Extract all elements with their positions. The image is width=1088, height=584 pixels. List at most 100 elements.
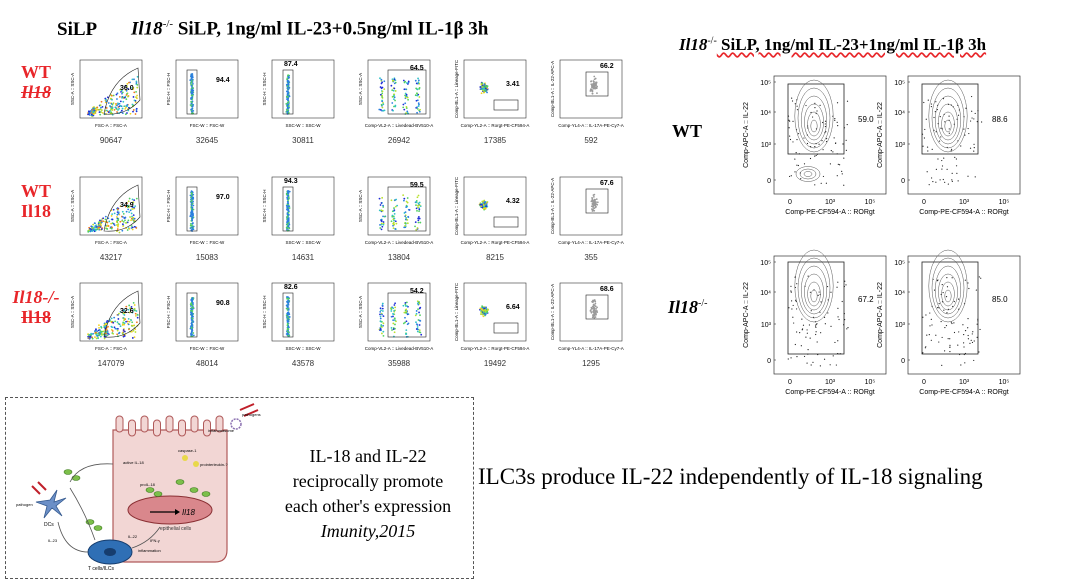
y-axis-label: SSC-H :: SSC-H: [262, 72, 267, 105]
left-title-rest: SiLP, 1ng/ml IL-23+0.5ng/ml IL-1β 3h: [173, 18, 489, 40]
event-count: 13804: [388, 253, 411, 262]
y-axis-label: Comp-APC-A :: IL-22: [743, 282, 750, 348]
y-axis-label: SSC-A :: SSC-A: [358, 73, 363, 105]
y-axis-label: SSC-H :: SSC-H: [262, 189, 267, 222]
y-tick-label: 10⁴: [760, 290, 771, 297]
gate-percentage: 87.4: [284, 61, 298, 68]
diagram-proil18-label: prointerleukin-?: [200, 462, 228, 467]
x-axis-label: Comp-PE-CF594-A :: RORgt: [785, 209, 875, 216]
y-tick-label: 10³: [761, 322, 772, 329]
x-axis-label: Comp-YL2-A :: Rorgt-PE-CF594-A: [461, 240, 530, 245]
gate-percentage: 4.32: [506, 198, 520, 205]
event-count: 30811: [292, 136, 314, 145]
diagram-il22-label: IL-22: [128, 534, 138, 539]
y-tick-label: 10⁵: [894, 80, 905, 87]
y-axis-label: SSC-A :: SSC-A: [358, 190, 363, 222]
x-axis-label: Comp-VL2-A :: Livedead-BV510-A: [365, 240, 434, 245]
y-tick-label: 10³: [895, 142, 906, 149]
gate-percentage: 36.0: [120, 85, 134, 92]
y-axis-label: Comp-APC-A :: IL-22: [743, 102, 750, 168]
x-axis-label: SSC-W :: SSC-W: [286, 346, 322, 351]
event-count: 43578: [292, 359, 315, 368]
event-count: 26942: [388, 136, 411, 145]
row3-label-top: Il18-/-: [12, 287, 60, 307]
gate-percentage: 34.9: [120, 202, 134, 209]
reference-quote: IL-18 and IL-22 reciprocally promote eac…: [268, 444, 468, 544]
x-tick-label: 10³: [959, 379, 970, 386]
x-axis-label: FSC-W :: FSC-W: [190, 346, 225, 351]
y-axis-label: SSC-H :: SSC-H: [262, 295, 267, 328]
diagram-il18-label: Il18: [182, 508, 195, 517]
diagram-inflammasome-label: inflammasome: [208, 428, 235, 433]
row3-label: Il18-/- Il18: [6, 287, 66, 327]
x-axis-label: Comp-YL2-A :: Rorgt-PE-CF594-A: [461, 123, 530, 128]
right-title-rest: SiLP, 1ng/ml IL-23+1ng/ml IL-1β 3h: [716, 35, 987, 54]
row3-label-bottom: Il18: [20, 307, 51, 327]
x-axis-label: Comp-PE-CF594-A :: RORgt: [785, 389, 875, 396]
x-axis-label: Comp-YL4-A :: IL-17A-PE-Cy7-A: [558, 346, 624, 351]
x-tick-label: 0: [922, 379, 926, 386]
event-count: 35988: [388, 359, 411, 368]
x-tick-label: 10³: [825, 199, 836, 206]
x-axis-label: FSC-A :: FSC-A: [95, 123, 127, 128]
diagram-il23-label: IL-23: [48, 538, 58, 543]
y-axis-label: Comp-BL1-A :: IL-22-APC-A: [550, 178, 555, 234]
event-count: 355: [584, 253, 598, 262]
row2-label-bottom: Il18: [20, 201, 51, 221]
right-row-label-ko: Il18-/-: [668, 297, 707, 318]
event-count: 19492: [484, 359, 507, 368]
reference-box: [5, 397, 474, 579]
right-title-sup: -/-: [707, 35, 717, 47]
y-axis-label: Comp-BL1-A :: IL-22-APC-A: [550, 61, 555, 117]
gate-percentage: 6.64: [506, 304, 520, 311]
x-axis-label: Comp-YL4-A :: IL-17A-PE-Cy7-A: [558, 240, 624, 245]
y-axis-label: SSC-A :: SSC-A: [70, 73, 75, 105]
il22-gate-percentage: 67.2: [858, 295, 874, 304]
y-tick-label: 10³: [895, 322, 906, 329]
gate-percentage: 94.3: [284, 178, 298, 185]
event-count: 90647: [100, 136, 123, 145]
x-axis-label: FSC-W :: FSC-W: [190, 240, 225, 245]
event-count: 14631: [292, 253, 315, 262]
x-axis-label: Comp-YL4-A :: IL-17A-PE-Cy7-A: [558, 123, 624, 128]
x-axis-label: Comp-PE-CF594-A :: RORgt: [919, 209, 1009, 216]
y-tick-label: 10⁵: [760, 260, 771, 267]
quote-line-2: reciprocally promote: [292, 471, 444, 491]
y-tick-label: 0: [767, 178, 771, 185]
left-title-gene: Il18: [131, 18, 163, 40]
event-count: 48014: [196, 359, 219, 368]
y-axis-label: FSC-H :: FSC-H: [166, 296, 171, 329]
gate-percentage: 82.6: [284, 284, 298, 291]
event-count: 32645: [196, 136, 219, 145]
row2-label-top: WT: [20, 181, 51, 201]
y-axis-label: SSC-A :: SSC-A: [70, 296, 75, 328]
right-row-ko-gene: Il18: [668, 297, 699, 317]
diagram-tcells-label: T cells/ILCs: [88, 566, 115, 572]
y-axis-label: SSC-A :: SSC-A: [70, 190, 75, 222]
gate-percentage: 94.4: [216, 77, 230, 84]
right-row-ko-sup: -/-: [698, 298, 708, 309]
x-axis-label: FSC-A :: FSC-A: [95, 346, 127, 351]
x-axis-label: SSC-W :: SSC-W: [286, 123, 322, 128]
gate-percentage: 59.5: [410, 182, 424, 189]
gate-percentage: 64.5: [410, 65, 424, 72]
y-axis-label: SSC-A :: SSC-A: [358, 296, 363, 328]
y-tick-label: 0: [901, 178, 905, 185]
right-title-gene: Il18: [679, 35, 708, 54]
x-tick-label: 0: [922, 199, 926, 206]
y-tick-label: 0: [767, 358, 771, 365]
x-axis-label: SSC-W :: SSC-W: [286, 240, 322, 245]
